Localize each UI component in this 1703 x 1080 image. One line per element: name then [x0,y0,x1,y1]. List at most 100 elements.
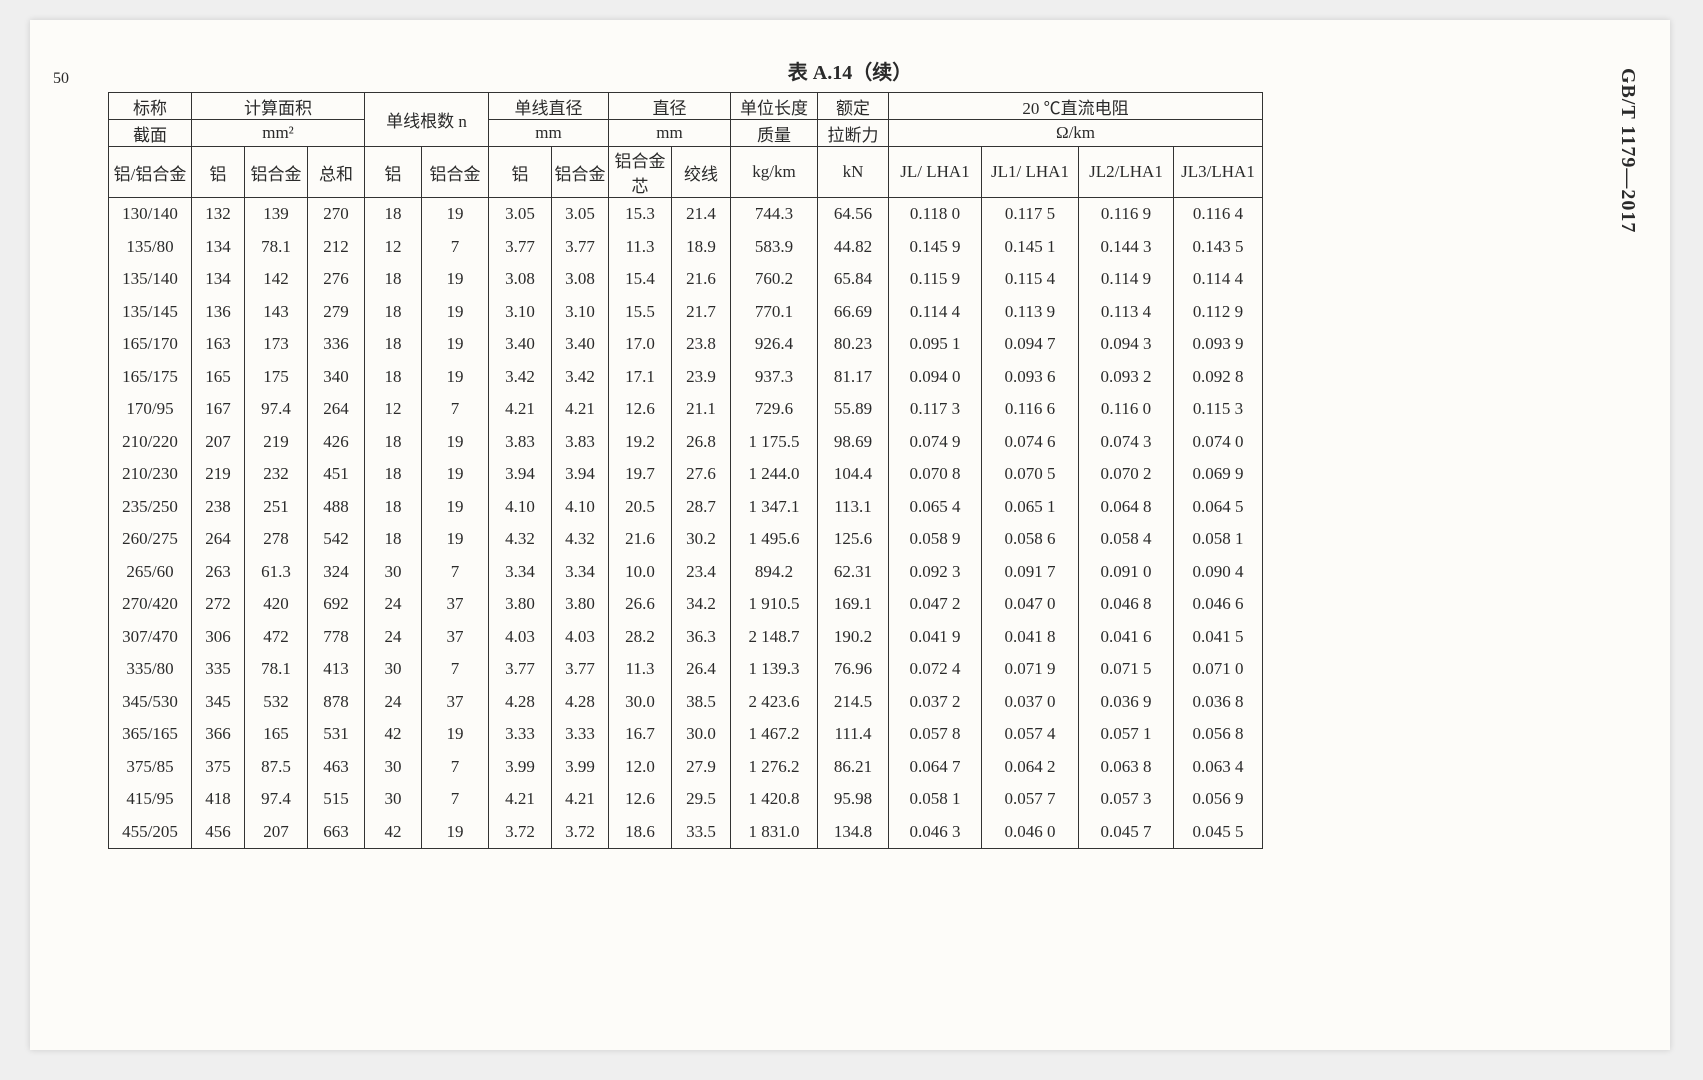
table-cell: 173 [245,328,308,361]
table-row: 455/20545620766342193.723.7218.633.51 83… [109,816,1263,849]
table-cell: 3.83 [552,426,609,459]
table-cell: 0.114 9 [1079,263,1174,296]
table-cell: 0.069 9 [1174,458,1263,491]
table-cell: 18.9 [672,231,731,264]
table-cell: 0.056 8 [1174,718,1263,751]
table-cell: 878 [308,686,365,719]
table-cell: 37 [422,588,489,621]
table-cell: 19.2 [609,426,672,459]
table-cell: 0.116 0 [1079,393,1174,426]
table-cell: 18 [365,426,422,459]
table-row: 135/14513614327918193.103.1015.521.7770.… [109,296,1263,329]
table-cell: 97.4 [245,783,308,816]
table-cell: 0.058 6 [982,523,1079,556]
hdr-strand-dia: 单线直径 [489,93,609,120]
table-cell: 18 [365,523,422,556]
hdr-al-d: 铝 [489,147,552,198]
table-cell: 515 [308,783,365,816]
table-cell: 15.3 [609,198,672,231]
table-cell: 21.6 [609,523,672,556]
table-cell: 7 [422,783,489,816]
table-cell: 3.94 [489,458,552,491]
table-cell: 415/95 [109,783,192,816]
table-cell: 95.98 [818,783,889,816]
table-cell: 272 [192,588,245,621]
table-body: 130/14013213927018193.053.0515.321.4744.… [109,198,1263,849]
table-cell: 167 [192,393,245,426]
hdr-mass: 质量 [731,120,818,147]
table-cell: 894.2 [731,556,818,589]
hdr-r4: JL3/LHA1 [1174,147,1263,198]
table-row: 170/9516797.42641274.214.2112.621.1729.6… [109,393,1263,426]
table-cell: 306 [192,621,245,654]
table-cell: 0.143 5 [1174,231,1263,264]
hdr-resistance: 20 ℃直流电阻 [889,93,1263,120]
table-cell: 265/60 [109,556,192,589]
table-row: 165/17016317333618193.403.4017.023.8926.… [109,328,1263,361]
table-cell: 27.9 [672,751,731,784]
table-cell: 86.21 [818,751,889,784]
table-cell: 1 347.1 [731,491,818,524]
hdr-calc-area: 计算面积 [192,93,365,120]
table-row: 135/14013414227618193.083.0815.421.6760.… [109,263,1263,296]
table-cell: 20.5 [609,491,672,524]
table-cell: 340 [308,361,365,394]
table-cell: 1 175.5 [731,426,818,459]
table-cell: 0.115 4 [982,263,1079,296]
table-cell: 19 [422,718,489,751]
table-cell: 62.31 [818,556,889,589]
table-cell: 76.96 [818,653,889,686]
table-cell: 1 244.0 [731,458,818,491]
table-cell: 98.69 [818,426,889,459]
table-cell: 3.33 [552,718,609,751]
table-cell: 0.093 2 [1079,361,1174,394]
table-cell: 3.05 [489,198,552,231]
table-cell: 0.058 9 [889,523,982,556]
hdr-strand-count: 单线根数 n [365,93,489,147]
hdr-r2: JL1/ LHA1 [982,147,1079,198]
table-cell: 210/230 [109,458,192,491]
table-cell: 0.072 4 [889,653,982,686]
table-cell: 3.40 [552,328,609,361]
table-cell: 139 [245,198,308,231]
table-cell: 375/85 [109,751,192,784]
table-cell: 345 [192,686,245,719]
table-row: 335/8033578.14133073.773.7711.326.41 139… [109,653,1263,686]
table-cell: 463 [308,751,365,784]
table-cell: 3.34 [552,556,609,589]
table-cell: 1 831.0 [731,816,818,849]
table-cell: 531 [308,718,365,751]
table-cell: 18 [365,198,422,231]
table-cell: 214.5 [818,686,889,719]
table-cell: 0.046 0 [982,816,1079,849]
table-cell: 64.56 [818,198,889,231]
table-cell: 0.093 6 [982,361,1079,394]
table-cell: 30.2 [672,523,731,556]
table-cell: 26.4 [672,653,731,686]
table-cell: 0.041 5 [1174,621,1263,654]
table-cell: 0.113 4 [1079,296,1174,329]
table-cell: 1 910.5 [731,588,818,621]
table-cell: 143 [245,296,308,329]
table-cell: 3.83 [489,426,552,459]
table-cell: 0.144 3 [1079,231,1174,264]
table-cell: 30 [365,783,422,816]
table-row: 210/22020721942618193.833.8319.226.81 17… [109,426,1263,459]
table-cell: 7 [422,653,489,686]
table-cell: 335 [192,653,245,686]
table-cell: 65.84 [818,263,889,296]
table-cell: 0.057 1 [1079,718,1174,751]
table-cell: 2 423.6 [731,686,818,719]
table-cell: 104.4 [818,458,889,491]
table-row: 375/8537587.54633073.993.9912.027.91 276… [109,751,1263,784]
table-cell: 0.046 6 [1174,588,1263,621]
table-cell: 23.9 [672,361,731,394]
table-cell: 1 467.2 [731,718,818,751]
table-cell: 0.057 7 [982,783,1079,816]
table-cell: 19 [422,491,489,524]
table-cell: 0.115 3 [1174,393,1263,426]
table-cell: 165 [245,718,308,751]
table-cell: 0.057 8 [889,718,982,751]
hdr-al-alloy: 铝/铝合金 [109,147,192,198]
table-cell: 0.115 9 [889,263,982,296]
